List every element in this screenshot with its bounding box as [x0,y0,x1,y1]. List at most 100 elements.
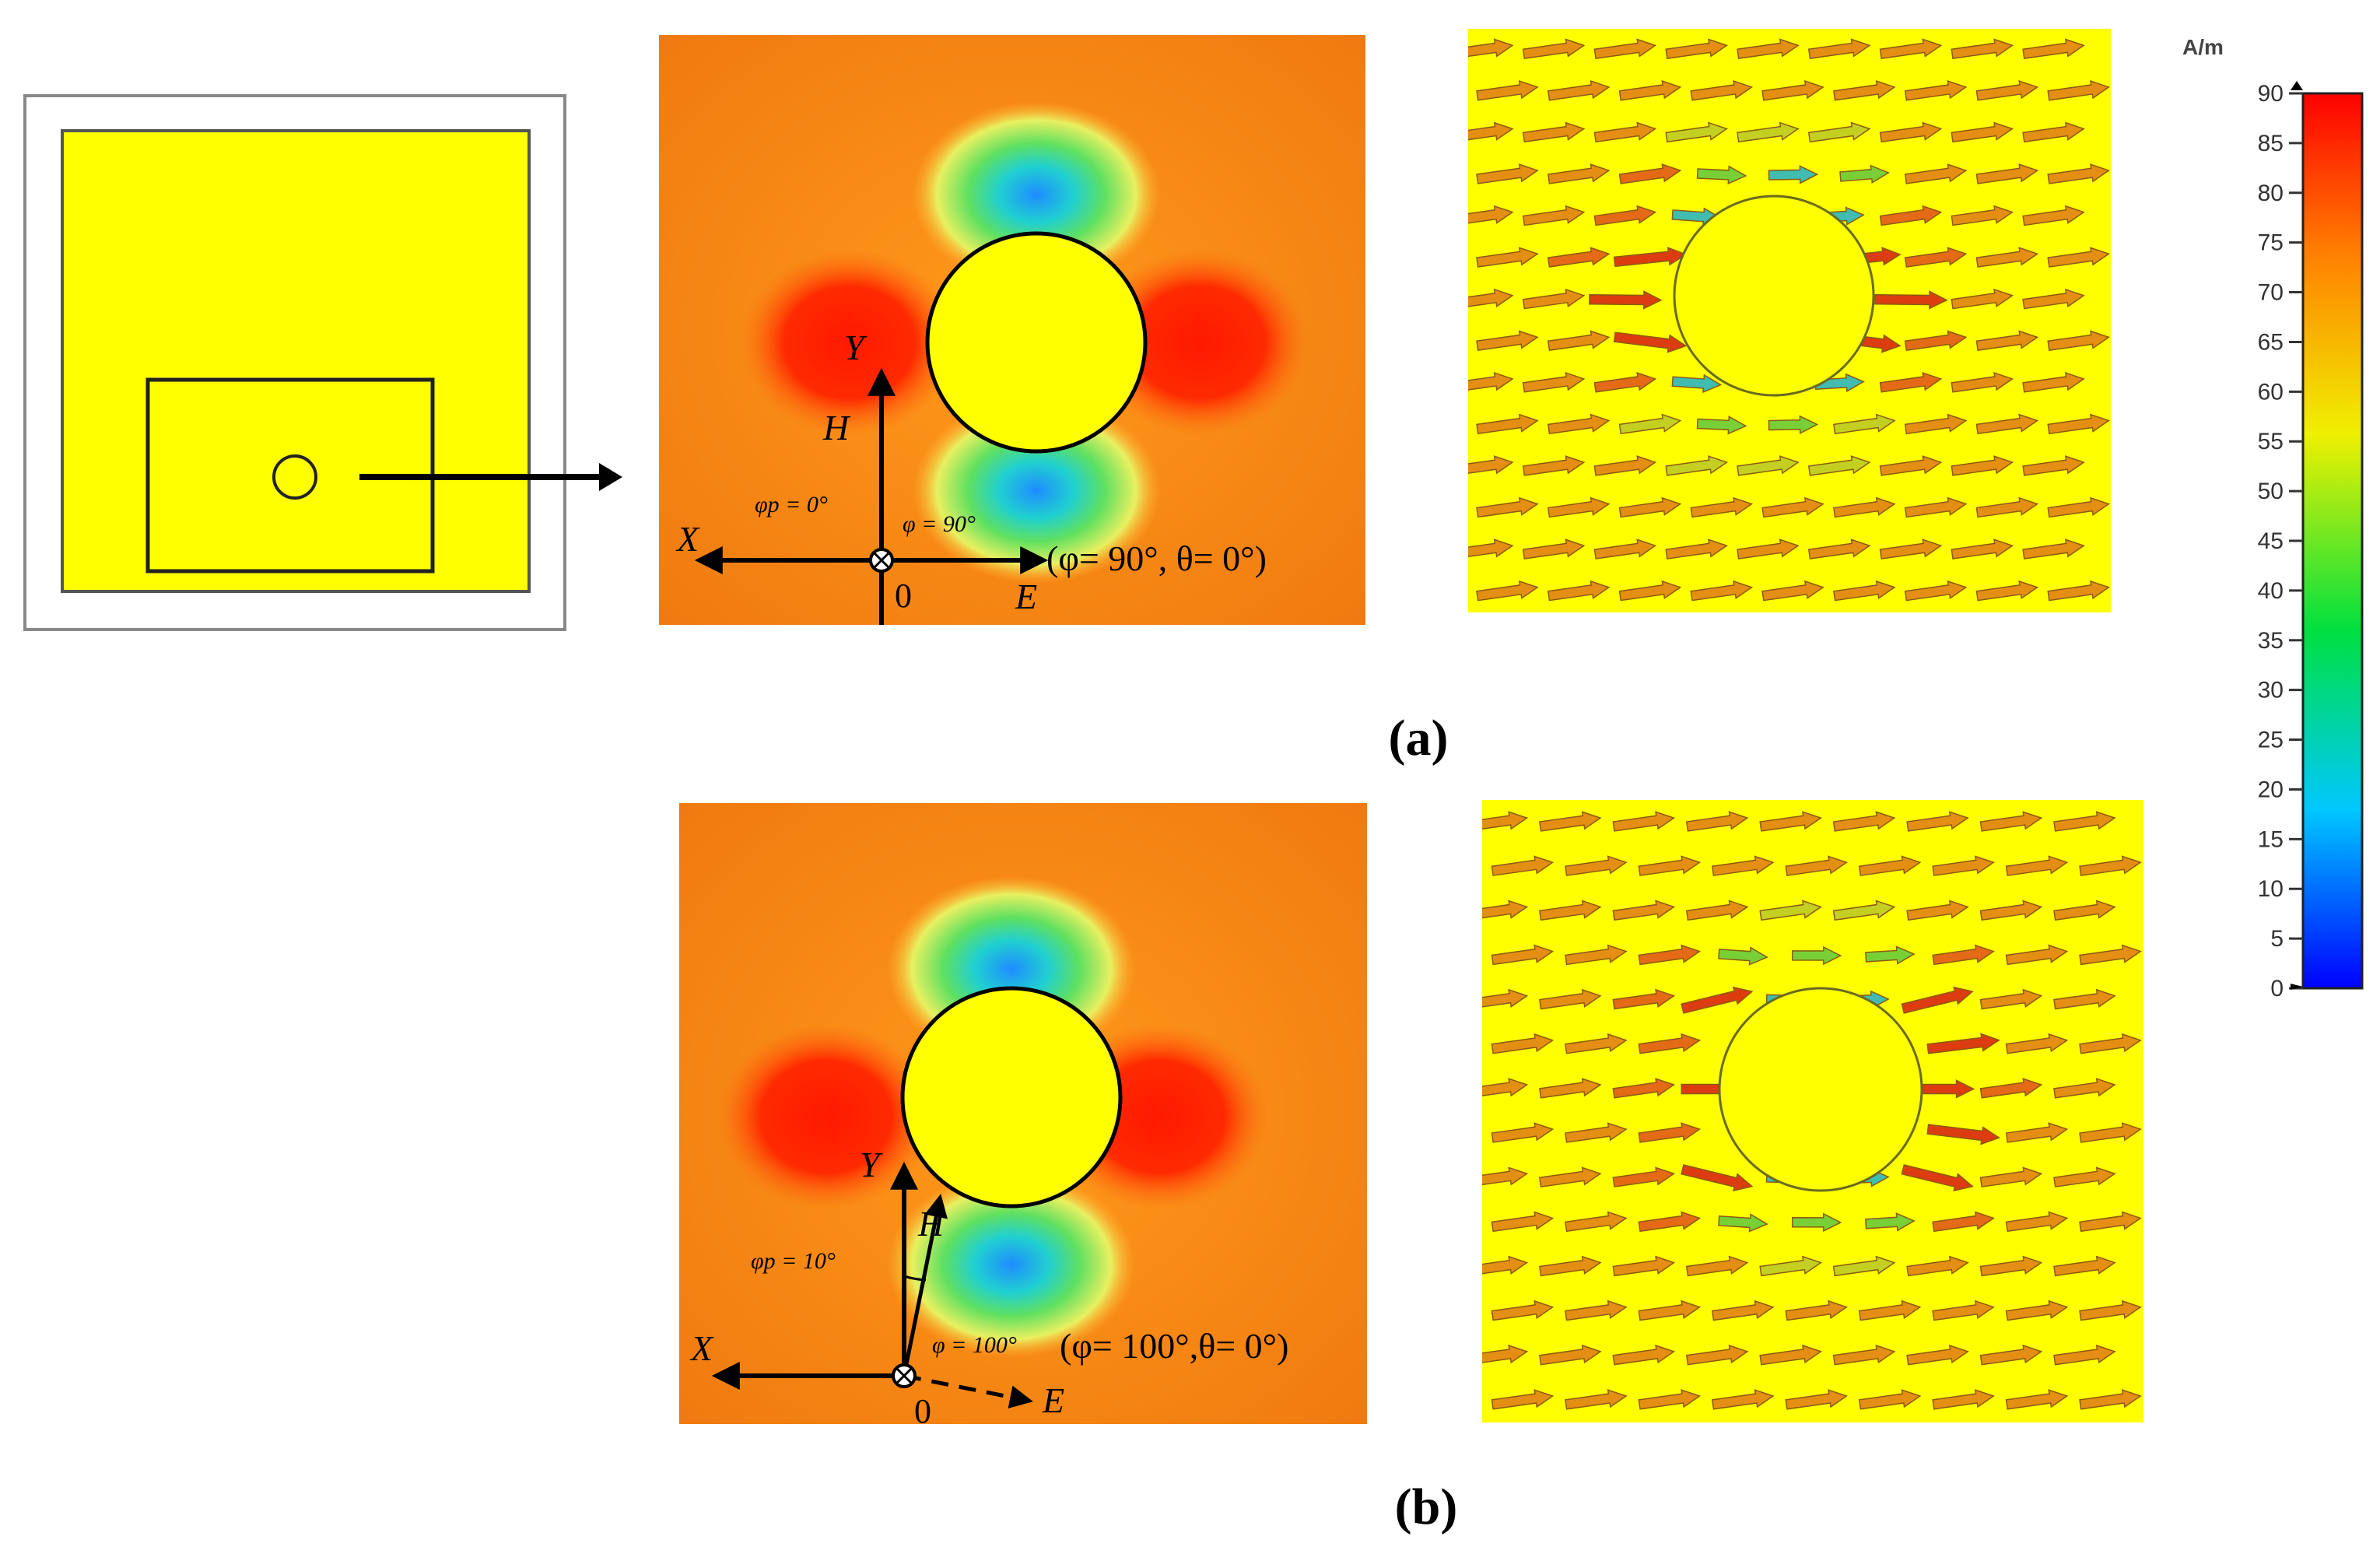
field-arrow [1612,1344,1676,1366]
field-arrow [1491,944,1555,966]
vector-field-b [1482,800,2143,1422]
field-arrow [2005,855,2069,876]
colorbar-unit: A/m [2182,35,2224,59]
field-arrow [1737,455,1800,476]
label-e-a: E [1015,577,1037,616]
field-arrow [1975,496,2039,518]
field-arrow [1906,1344,1969,1366]
field-arrow [1904,413,1968,435]
field-arrow [2005,944,2069,966]
field-arrow [1671,374,1723,394]
field-arrow [2053,1166,2116,1187]
field-arrow [1547,330,1611,352]
colorbar-tick-label: 70 [2258,280,2284,306]
field-arrow [1482,1344,1529,1366]
field-arrow [1476,330,1539,352]
field-arrow [1906,811,1969,832]
field-arrow [1593,205,1657,226]
field-arrow [2022,38,2085,60]
field-arrow [1482,900,1529,921]
field-arrow [1638,855,1702,876]
field-arrow [1589,290,1663,310]
field-arrow [1932,1300,1995,1321]
field-arrow [2022,372,2085,393]
label-angles-b: (φ= 100°,θ= 0°) [1060,1326,1288,1366]
field-arrow [1906,1255,1969,1277]
field-arrow [1858,855,1922,876]
field-arrow [1975,580,2039,602]
field-arrow [1926,1033,2000,1054]
field-arrow [1565,1122,1628,1143]
field-arrow [2053,1344,2116,1366]
field-arrow [1547,496,1611,518]
colorbar-tick-label: 10 [2258,876,2284,902]
colorbar-tick-label: 0 [2270,976,2284,1001]
colorbar-tick-label: 50 [2258,479,2284,504]
field-arrow [1468,538,1514,559]
field-arrow [2005,1211,2069,1233]
field-arrow [1858,1389,1922,1410]
axes-b: Y H X E 0 φp = 10° φ = 100° (φ= 100°,θ= … [689,1145,1288,1430]
field-arrow [2022,121,2085,143]
field-arrow [1665,38,1728,60]
field-arrow [1522,288,1586,310]
field-arrow [2022,288,2085,310]
field-arrow [1476,496,1539,518]
field-arrow [1539,1078,1602,1099]
field-arrow [1979,1166,2043,1187]
field-arrow [1711,1389,1775,1410]
slot-circle [272,454,317,500]
field-arrow [1593,121,1657,143]
label-y-a: Y [844,328,868,367]
field-map-a [659,35,1365,625]
field-arrow [1832,900,1896,921]
field-arrow [1690,580,1754,602]
field-arrow [1718,946,1768,966]
field-arrow [1904,496,1968,518]
field-arrow [1539,1344,1602,1366]
label-e-b: E [1042,1380,1064,1420]
field-arrow [1865,945,1916,965]
field-arrow [1904,247,1968,268]
field-arrow [1491,1211,1555,1233]
field-arrow [1906,900,1969,921]
field-arrow [1547,580,1611,602]
field-arrow [1865,1212,1916,1232]
field-arrow [1612,1078,1676,1099]
field-arrow [1665,455,1728,476]
field-arrow [1833,496,1896,518]
field-arrow [2053,988,2116,1010]
label-x-a: X [675,519,700,559]
label-phi-b: φ = 100° [932,1332,1017,1358]
field-arrow [1482,811,1529,832]
field-arrow [1951,121,2014,143]
field-arrow [2079,1122,2142,1143]
field-arrow [1759,811,1822,832]
field-arrow [1539,988,1602,1010]
field-arrow [2005,1122,2069,1143]
field-arrow [1951,205,2014,226]
label-h-a: H [822,408,851,447]
field-arrow [1979,988,2043,1010]
colorbar-tick-label: 45 [2258,528,2284,554]
field-arrow [1832,1344,1896,1366]
field-arrow [1690,496,1754,518]
field-arrow [1951,288,2014,310]
field-arrow [1468,455,1514,476]
field-arrow [1975,80,2039,101]
field-arrow [1638,1300,1702,1321]
field-arrow [1618,80,1682,101]
field-arrow [1975,330,2039,352]
field-arrow [1879,538,1943,559]
field-arrow [1759,1255,1822,1277]
field-arrow [2047,413,2110,435]
field-arrow [1814,373,1865,393]
field-arrow [1932,1389,1995,1410]
field-arrow [1482,1166,1529,1187]
field-arrow [1482,1078,1529,1099]
field-arrow [2079,855,2142,876]
field-arrow [2047,580,2110,602]
field-arrow [1613,331,1688,353]
